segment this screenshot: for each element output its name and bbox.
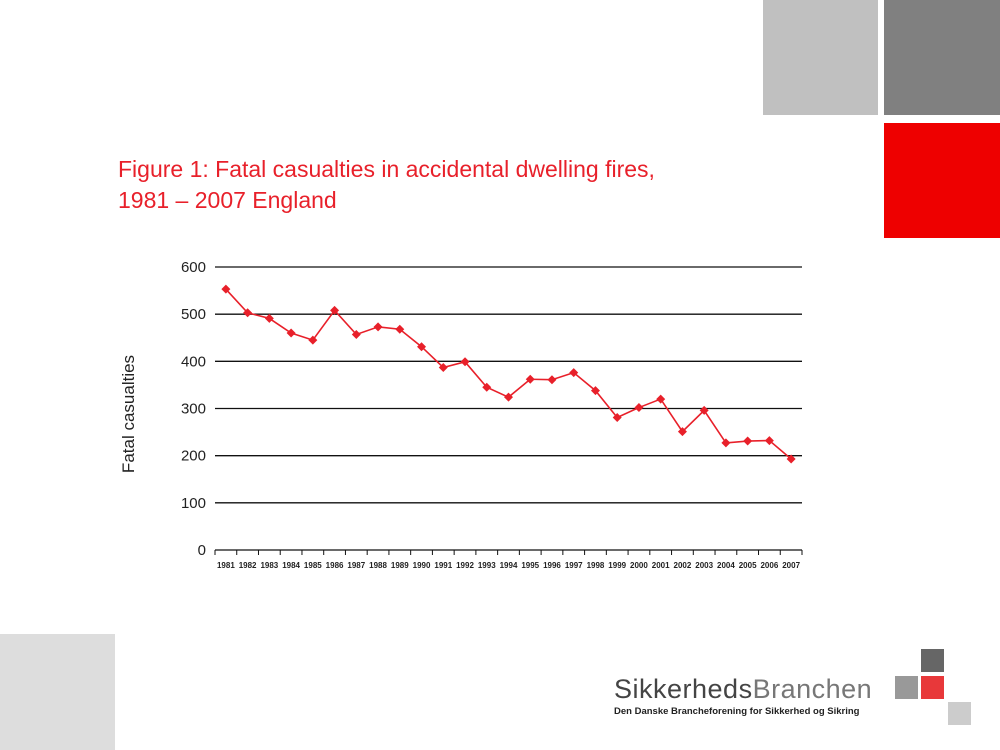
y-tick-label: 600 [181,259,206,276]
data-point-2000 [634,403,644,413]
data-point-1985 [308,335,318,345]
data-point-1990 [417,342,427,352]
logo-square-gray [895,676,918,699]
x-tick-label: 1982 [239,561,257,570]
x-tick-label: 2007 [782,561,800,570]
x-tick-label: 2002 [674,561,692,570]
chart-title-line-1: Figure 1: Fatal casualties in accidental… [118,156,655,182]
data-point-1996 [547,375,557,385]
x-tick-label: 1985 [304,561,322,570]
corner-block-dark-gray [884,0,1000,115]
data-point-2006 [764,436,774,446]
data-point-2005 [743,436,753,446]
data-point-1997 [569,368,579,378]
data-point-1982 [243,308,253,318]
data-point-1987 [351,329,361,339]
corner-block-red [884,123,1000,238]
y-tick-label: 200 [181,448,206,465]
data-point-1989 [395,324,405,334]
x-tick-label: 1994 [500,561,518,570]
data-point-1986 [330,305,340,315]
x-tick-label: 1993 [478,561,496,570]
data-point-1991 [438,362,448,372]
logo-square-pale [948,702,971,725]
data-point-1983 [264,313,274,323]
x-tick-label: 1989 [391,561,409,570]
data-point-1995 [525,374,535,384]
corner-block-bottom-left [0,634,115,750]
x-tick-label: 2006 [760,561,778,570]
corner-block-light-gray [763,0,878,115]
y-tick-label: 0 [198,542,206,559]
chart-title: Figure 1: Fatal casualties in accidental… [118,154,758,216]
x-tick-label: 2003 [695,561,713,570]
x-tick-label: 1988 [369,561,387,570]
logo-wordmark: SikkerhedsBranchen [614,674,872,705]
x-tick-label: 1992 [456,561,474,570]
data-point-1998 [590,386,600,396]
x-tick-label: 1990 [413,561,431,570]
x-tick-label: 2001 [652,561,670,570]
logo-name-part-1: Sikkerheds [614,674,753,704]
x-tick-label: 2004 [717,561,735,570]
data-point-1988 [373,322,383,332]
data-point-1999 [612,412,622,422]
data-point-1992 [460,357,470,367]
x-tick-label: 1983 [260,561,278,570]
data-point-2002 [677,427,687,437]
data-point-2001 [656,394,666,404]
x-tick-label: 1999 [608,561,626,570]
chart-title-line-2: 1981 – 2007 England [118,187,337,213]
data-point-1994 [504,392,513,402]
y-axis-label: Fatal casualties [119,355,138,473]
x-tick-label: 1996 [543,561,561,570]
data-point-2003 [699,405,709,415]
x-tick-label: 1998 [587,561,605,570]
data-point-1993 [482,382,492,392]
y-tick-label: 400 [181,353,206,370]
logo-tagline: Den Danske Brancheforening for Sikkerhed… [614,706,860,717]
data-point-1981 [221,284,231,294]
x-tick-label: 2000 [630,561,648,570]
data-point-2004 [721,438,731,448]
x-tick-label: 1997 [565,561,583,570]
logo-square-dark [921,649,944,672]
data-point-1984 [286,328,296,338]
logo-name-part-2: Branchen [752,674,873,704]
data-point-2007 [786,454,796,464]
x-tick-label: 1995 [521,561,539,570]
x-tick-label: 1987 [347,561,365,570]
logo-square-red [921,676,944,699]
y-tick-label: 300 [181,401,206,418]
x-tick-label: 2005 [739,561,757,570]
x-tick-label: 1991 [434,561,452,570]
x-tick-label: 1981 [217,561,235,570]
x-tick-label: 1984 [282,561,300,570]
x-tick-label: 1986 [326,561,344,570]
y-tick-label: 500 [181,306,206,323]
company-logo: SikkerhedsBranchen Den Danske Branchefor… [614,674,872,717]
y-tick-label: 100 [181,495,206,512]
